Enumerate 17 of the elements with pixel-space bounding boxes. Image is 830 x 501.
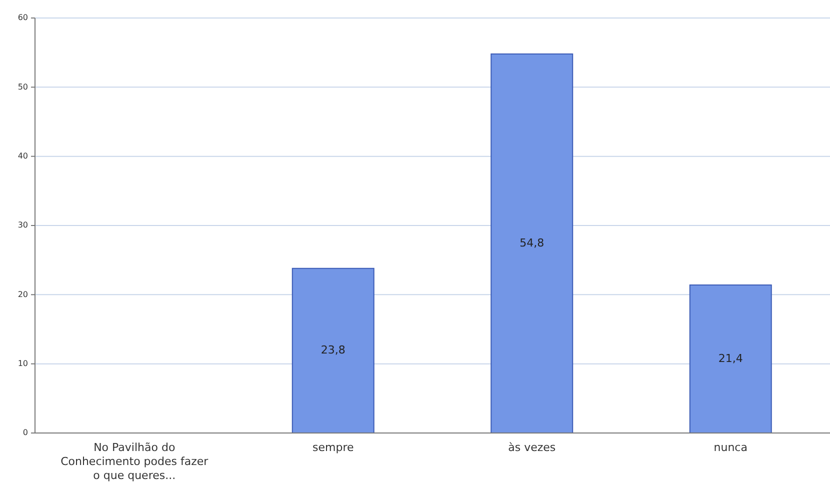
data-label: 21,4 [718,352,743,366]
bar [490,53,574,434]
data-label: 54,8 [520,236,544,250]
bar [292,268,374,434]
x-tick-label: No Pavilhão do Conhecimento podes fazer o que queres... [60,441,209,482]
y-tick-label: 20 [18,290,28,299]
y-tick-label: 60 [18,13,28,22]
bar [689,284,772,434]
y-tick-label: 0 [22,428,28,438]
data-label: 23,8 [320,344,346,357]
y-tick-label: 30 [18,220,28,230]
x-tick-label: sempre [312,441,354,454]
y-tick-label: 50 [18,82,28,92]
x-tick-label: nunca [714,441,748,454]
y-tick-label: 40 [18,152,28,161]
y-tick-label: 10 [18,359,28,368]
x-tick-label: às vezes [508,441,556,454]
